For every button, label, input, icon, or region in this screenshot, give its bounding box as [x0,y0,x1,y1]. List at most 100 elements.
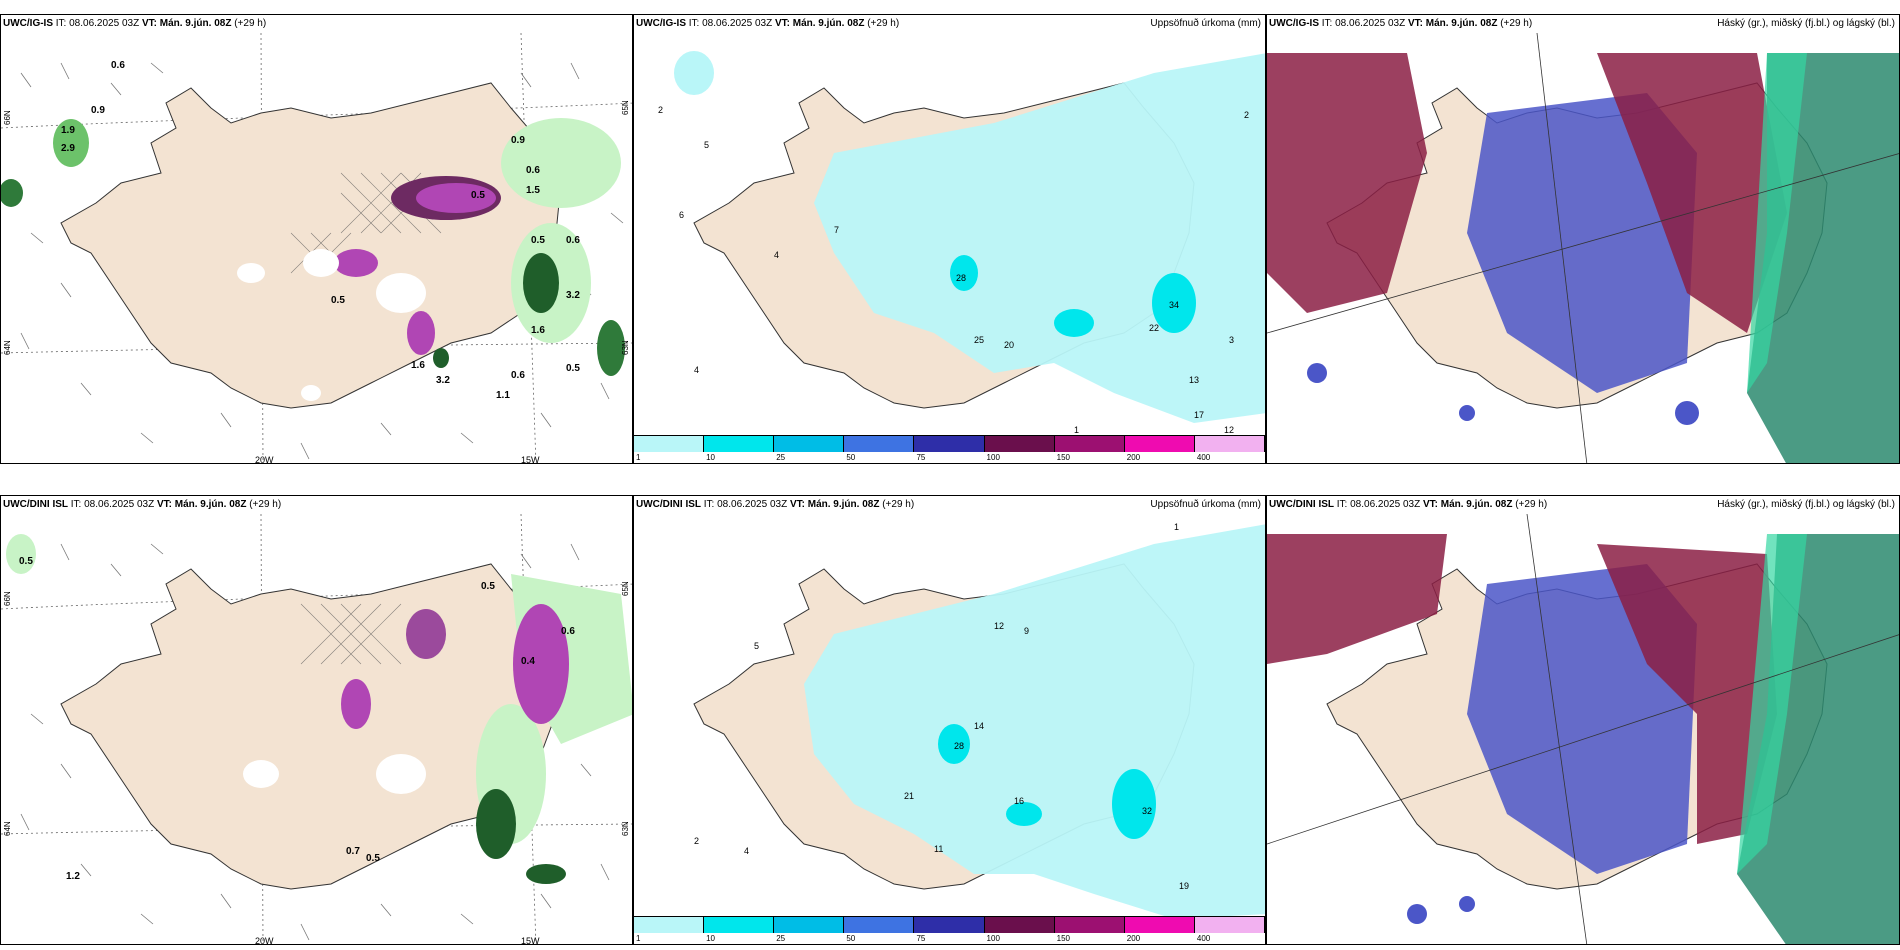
colorbar-swatch [1194,917,1265,933]
value-label: 28 [954,741,964,751]
value-label: 21 [904,791,914,801]
value-label: 13 [1189,375,1199,385]
value-label: 3.2 [566,290,580,301]
value-label: 0.9 [511,135,525,146]
value-label: 6 [679,210,684,220]
value-label: 25 [974,335,984,345]
issue-time: IT: 08.06.2025 03Z [70,499,155,510]
value-label: 32 [1142,806,1152,816]
value-label: 0.6 [566,235,580,246]
lead-time: (+29 h) [867,18,900,29]
colorbar-tick: 200 [1126,453,1141,462]
cloud-layers [1267,534,1899,944]
colorbar-tick: 100 [986,453,1000,462]
value-label: 3.2 [436,375,450,386]
colorbar-tick: 1 [636,934,641,943]
value-label: 2 [658,105,663,115]
colorbar-swatch [1054,917,1125,933]
valid-time: VT: Mán. 9.jún. 08Z [1407,18,1498,29]
value-label: 34 [1169,300,1179,310]
value-label: 0.5 [19,556,33,567]
value-label: 1.1 [496,390,510,401]
value-label: 0.6 [526,165,540,176]
colorbar-swatch [634,917,705,933]
issue-time: IT: 08.06.2025 03Z [688,18,773,29]
value-label: 9 [1024,626,1029,636]
colorbar-tick: 75 [916,453,926,462]
value-label: 2 [694,836,699,846]
value-label: 1.2 [66,871,80,882]
cloud-layers [1267,53,1899,463]
lon-label: 15W [521,455,540,464]
value-label: 1.9 [61,125,75,136]
panel-top-precip: UWC/IG-IS IT: 08.06.2025 03Z VT: Mán. 9.… [633,14,1266,464]
lon-label: 20W [255,455,274,464]
panel-title: Háský (gr.), miðský (fj.bl.) og lágský (… [1717,18,1895,29]
colorbar-tick: 25 [776,453,786,462]
colorbar-tick: 100 [986,934,1000,943]
value-label: 20 [1004,340,1014,350]
value-label: 0.5 [531,235,545,246]
panel-title: Háský (gr.), miðský (fj.bl.) og lágský (… [1717,499,1895,510]
value-label: 0.5 [366,853,380,864]
value-label: 0.5 [471,190,485,201]
value-label: 1 [1174,522,1179,532]
colorbar-swatch [704,436,775,452]
lat-label: 66N [3,110,12,125]
lat-label: 63N [621,340,630,355]
precip-shading [1,118,625,376]
value-label: 22 [1149,323,1159,333]
value-label: 0.9 [91,105,105,116]
value-label: 1.5 [526,185,540,196]
colorbar-swatch [914,436,985,452]
colorbar-swatch [844,917,915,933]
colorbar-swatch [984,917,1055,933]
lead-time: (+29 h) [1515,499,1548,510]
model-name: UWC/IG-IS [636,18,686,29]
colorbar-tick: 150 [1056,934,1071,943]
map-cloud-cover [1267,33,1899,463]
colorbar-tick: 400 [1196,453,1211,462]
lon-label: 15W [521,936,540,945]
precip-field [674,51,1265,423]
colorbar-tick: 50 [846,453,856,462]
colorbar-tick: 10 [706,934,716,943]
value-label: 12 [994,621,1004,631]
colorbar-tick: 1 [636,453,641,462]
value-label: 11 [934,844,943,854]
map-wind-precip: 0.5 0.7 0.5 1.2 0.6 0.4 0.5 [1,514,632,944]
colorbar-tick: 400 [1196,934,1211,943]
panel-bottom-wind: UWC/DINI ISL IT: 08.06.2025 03Z VT: Mán.… [0,495,633,945]
value-label: 1.6 [531,325,545,336]
colorbar-swatch [774,917,845,933]
value-label: 2.9 [61,143,75,154]
lead-time: (+29 h) [1500,18,1533,29]
panel-top-wind: UWC/IG-IS IT: 08.06.2025 03Z VT: Mán. 9.… [0,14,633,464]
lead-time: (+29 h) [234,18,267,29]
valid-time: VT: Mán. 9.jún. 08Z [789,499,880,510]
map-accumulated-precip: 2 5 4 12 9 28 14 21 32 19 20 16 11 1 [693,522,1265,919]
colorbar-swatch [984,436,1055,452]
colorbar-tick: 10 [706,453,716,462]
colorbar-tick: 200 [1126,934,1141,943]
value-label: 1.6 [411,360,425,371]
value-label: 16 [1014,796,1024,806]
lon-label: 20W [255,936,274,945]
value-label: 0.5 [481,581,495,592]
panel-bottom-clouds: UWC/DINI ISL IT: 08.06.2025 03Z VT: Mán.… [1266,495,1900,945]
value-label: 4 [694,365,699,375]
lat-label: 64N [3,821,12,836]
lat-label: 63N [621,821,630,836]
issue-time: IT: 08.06.2025 03Z [1336,499,1421,510]
panel-header: UWC/IG-IS IT: 08.06.2025 03Z VT: Mán. 9.… [1269,18,1532,29]
value-label: 4 [744,846,749,856]
valid-time: VT: Mán. 9.jún. 08Z [774,18,865,29]
map-cloud-cover [1267,514,1899,944]
value-label: 4 [774,250,779,260]
colorbar-swatch [634,436,705,452]
model-name: UWC/DINI ISL [3,499,68,510]
colorbar-swatch [1054,436,1125,452]
value-label: 0.5 [566,363,580,374]
colorbar-swatch [1194,436,1265,452]
panel-top-clouds: UWC/IG-IS IT: 08.06.2025 03Z VT: Mán. 9.… [1266,14,1900,464]
